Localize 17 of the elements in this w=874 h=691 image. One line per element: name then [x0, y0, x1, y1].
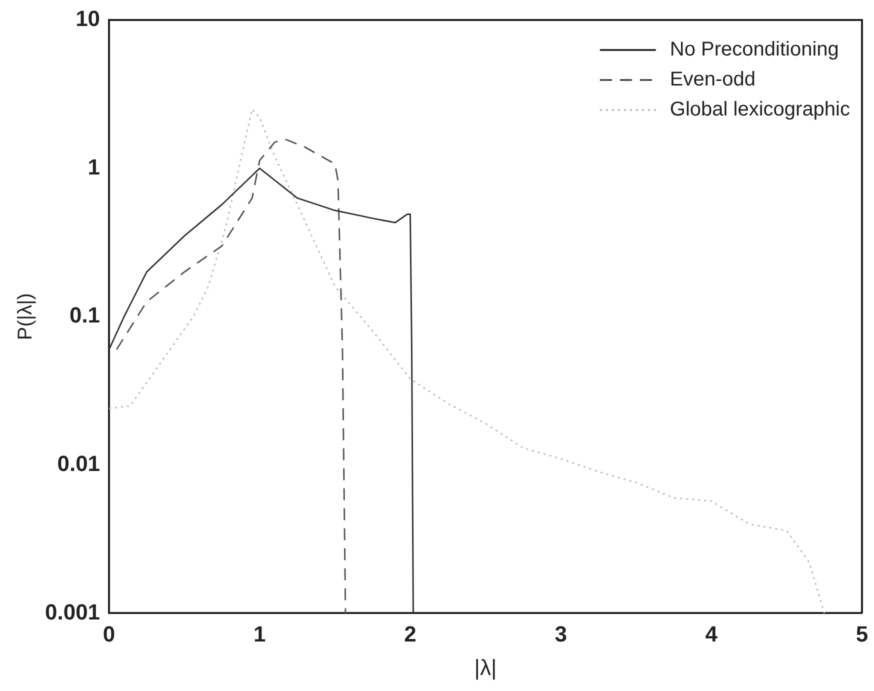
y-tick-label: 10: [76, 6, 100, 32]
x-axis-title: |λ|: [474, 654, 497, 680]
x-tick-label: 4: [705, 621, 718, 646]
x-tick-label: 0: [102, 621, 116, 646]
x-tick-label: 3: [554, 621, 567, 646]
y-tick-label: 0.001: [44, 599, 100, 624]
x-tick-label: 1: [254, 621, 266, 646]
y-axis-title: P(|λ|): [14, 293, 37, 340]
y-tick-label: 0.01: [57, 450, 100, 476]
y-tick-label: 1: [88, 154, 100, 180]
legend-label: No Preconditioning: [670, 38, 839, 61]
line-series: [116, 138, 346, 614]
x-tick-label: 2: [404, 621, 416, 646]
legend-label: Even-odd: [670, 68, 756, 91]
legend-label: Global lexicographic: [670, 98, 850, 121]
x-tick-label: 5: [856, 621, 868, 646]
y-tick-label: 0.1: [69, 302, 100, 328]
